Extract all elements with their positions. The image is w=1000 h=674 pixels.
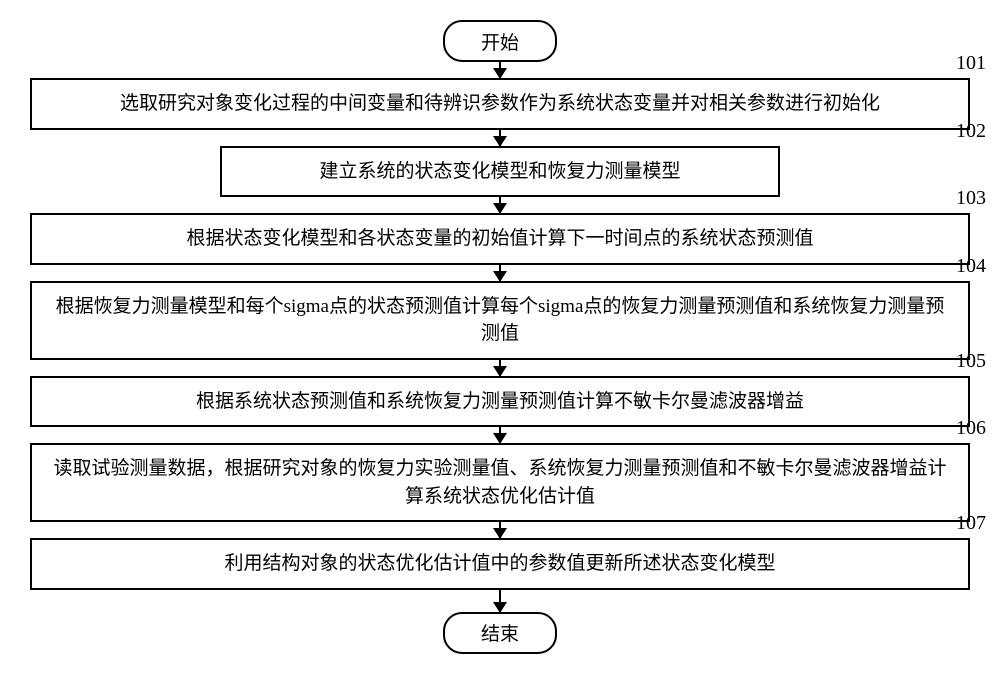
arrow (499, 265, 501, 281)
step-label: 106 (956, 417, 986, 440)
step-label: 104 (956, 255, 986, 278)
step-row-107: 107 利用结构对象的状态优化估计值中的参数值更新所述状态变化模型 (20, 538, 980, 590)
process-box: 读取试验测量数据，根据研究对象的恢复力实验测量值、系统恢复力测量预测值和不敏卡尔… (30, 443, 970, 522)
arrow (499, 360, 501, 376)
process-box: 根据系统状态预测值和系统恢复力测量预测值计算不敏卡尔曼滤波器增益 (30, 376, 970, 428)
arrow (499, 427, 501, 443)
step-label: 102 (956, 120, 986, 143)
arrow (499, 62, 501, 78)
arrow (499, 590, 501, 612)
process-box: 根据恢复力测量模型和每个sigma点的状态预测值计算每个sigma点的恢复力测量… (30, 281, 970, 360)
step-row-101: 101 选取研究对象变化过程的中间变量和待辨识参数作为系统状态变量并对相关参数进… (20, 78, 980, 130)
process-box: 利用结构对象的状态优化估计值中的参数值更新所述状态变化模型 (30, 538, 970, 590)
step-row-105: 105 根据系统状态预测值和系统恢复力测量预测值计算不敏卡尔曼滤波器增益 (20, 376, 980, 428)
process-box: 根据状态变化模型和各状态变量的初始值计算下一时间点的系统状态预测值 (30, 213, 970, 265)
step-label: 107 (956, 512, 986, 535)
step-row-106: 106 读取试验测量数据，根据研究对象的恢复力实验测量值、系统恢复力测量预测值和… (20, 443, 980, 522)
step-label: 101 (956, 52, 986, 75)
process-box: 建立系统的状态变化模型和恢复力测量模型 (220, 146, 780, 198)
terminal-end: 结束 (443, 612, 557, 654)
terminal-start: 开始 (443, 20, 557, 62)
step-row-102: 102 建立系统的状态变化模型和恢复力测量模型 (20, 146, 980, 198)
arrow (499, 522, 501, 538)
step-label: 105 (956, 350, 986, 373)
step-label: 103 (956, 187, 986, 210)
step-row-104: 104 根据恢复力测量模型和每个sigma点的状态预测值计算每个sigma点的恢… (20, 281, 980, 360)
flowchart-container: 开始 101 选取研究对象变化过程的中间变量和待辨识参数作为系统状态变量并对相关… (20, 20, 980, 654)
arrow (499, 197, 501, 213)
process-box: 选取研究对象变化过程的中间变量和待辨识参数作为系统状态变量并对相关参数进行初始化 (30, 78, 970, 130)
step-row-103: 103 根据状态变化模型和各状态变量的初始值计算下一时间点的系统状态预测值 (20, 213, 980, 265)
arrow (499, 130, 501, 146)
